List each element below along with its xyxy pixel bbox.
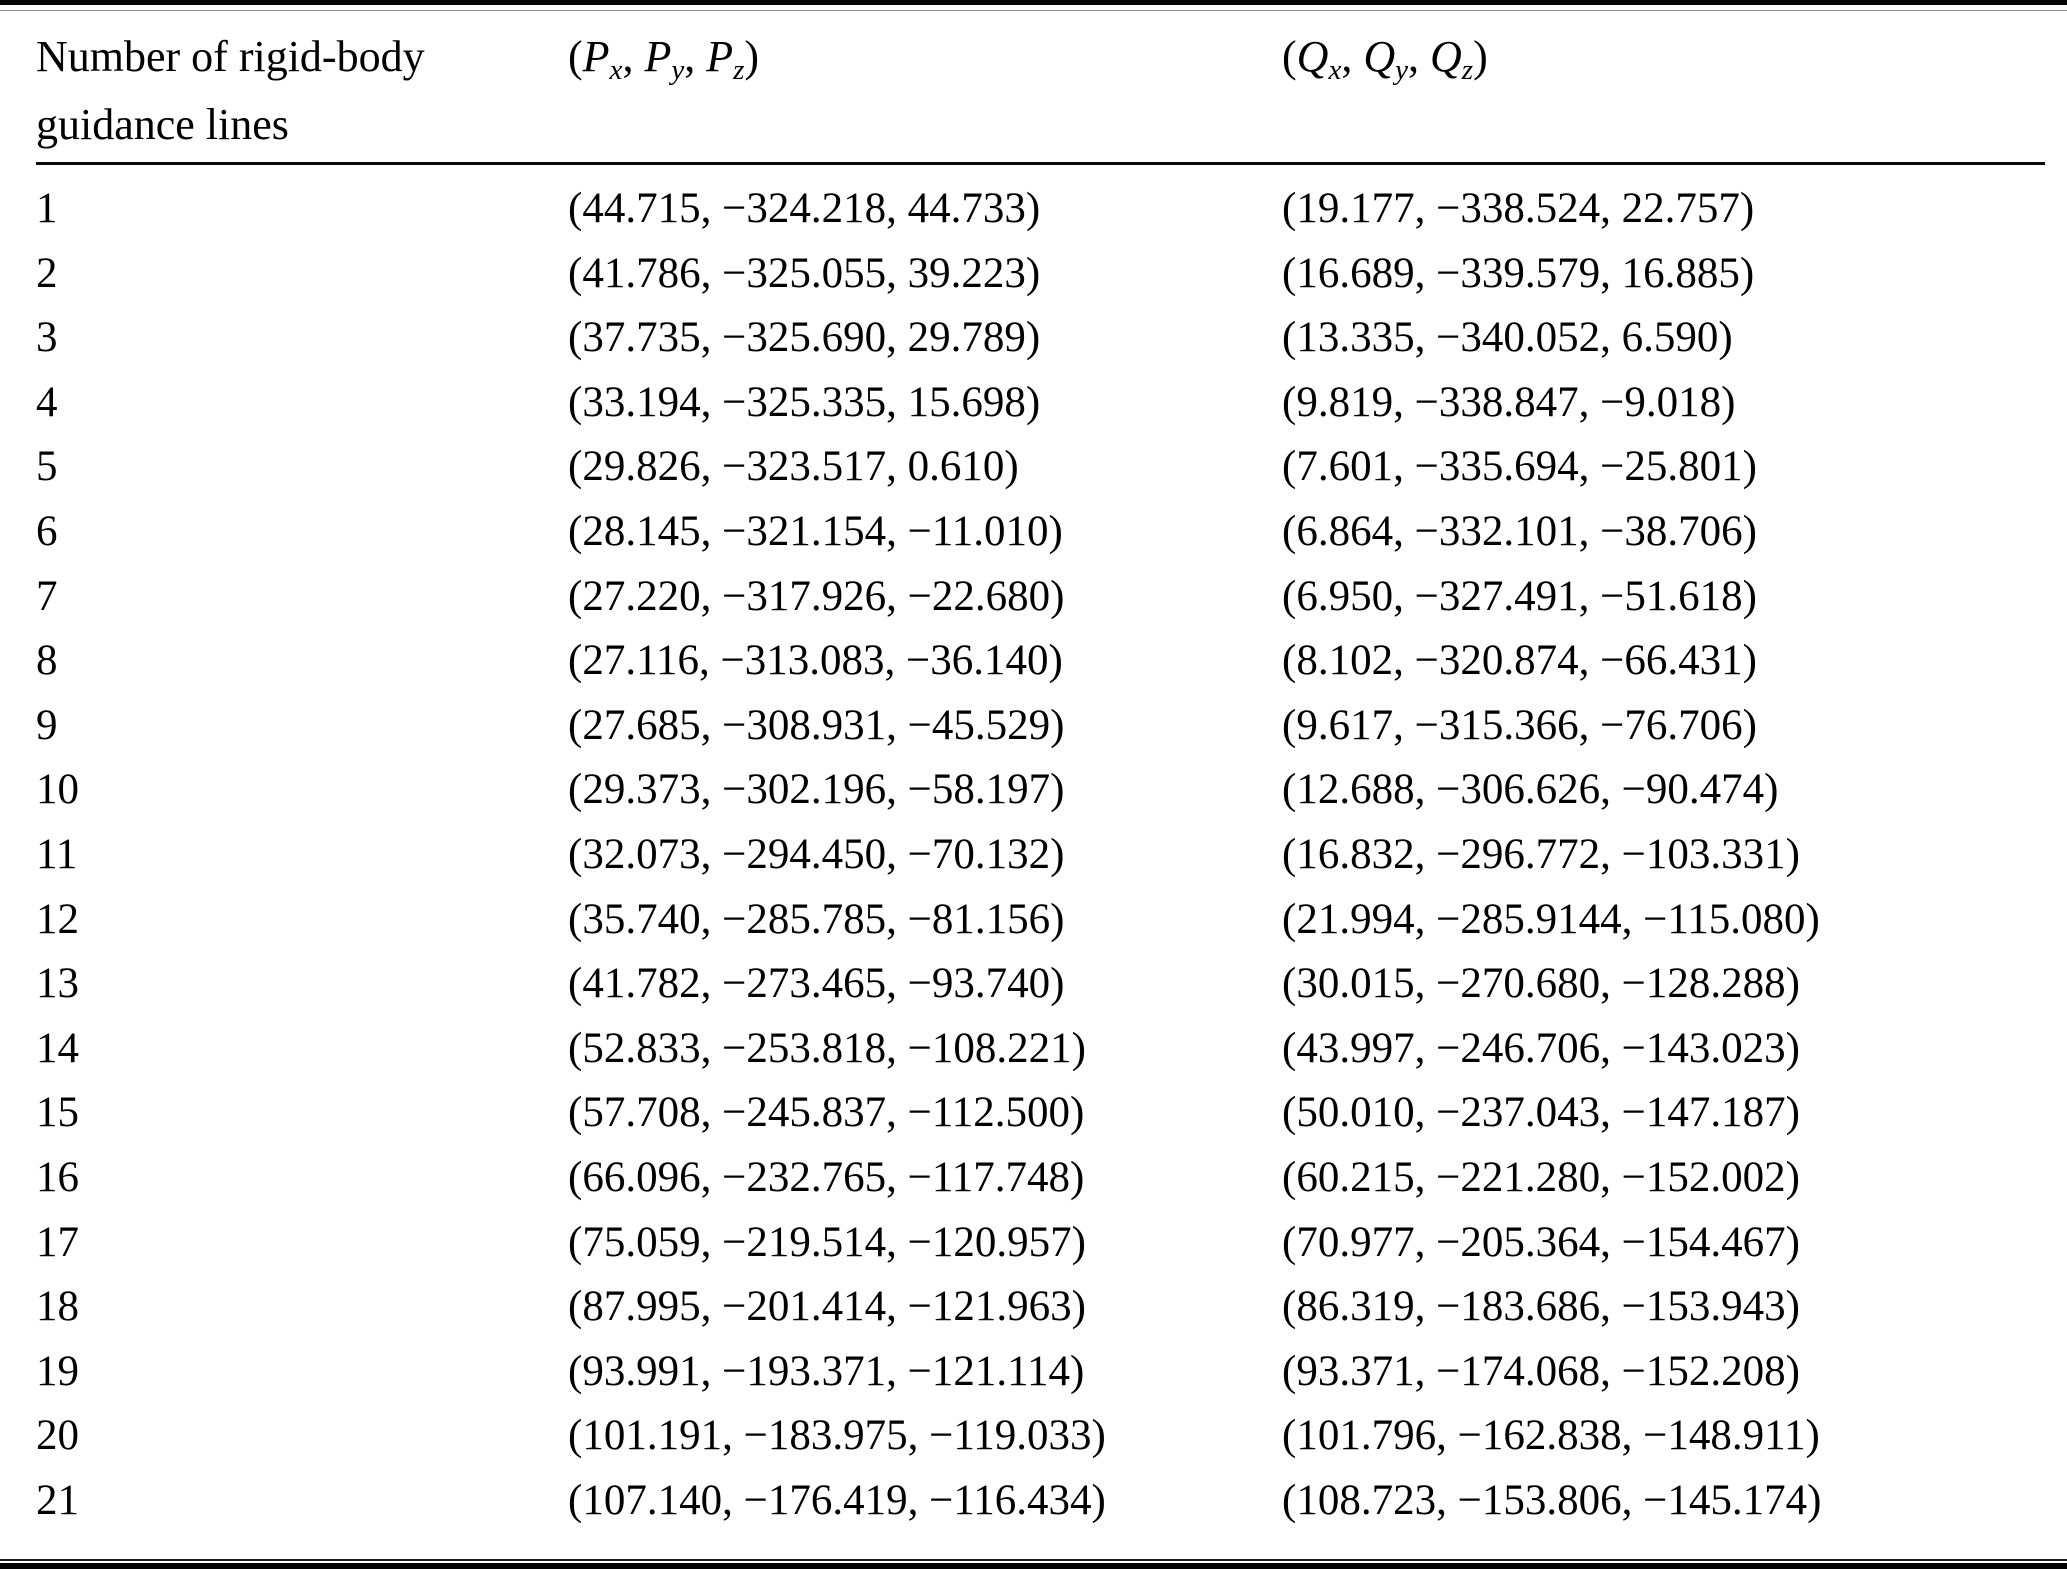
row-number-cell: 19 xyxy=(36,1347,79,1395)
p-coordinates-cell: (41.786, −325.055, 39.223) xyxy=(568,249,1041,297)
p-coordinates-cell: (27.220, −317.926, −22.680) xyxy=(568,572,1065,620)
q-coordinates-cell: (7.601, −335.694, −25.801) xyxy=(1282,443,1757,491)
row-number-cell: 13 xyxy=(36,960,79,1008)
table-row: 18 (87.995, −201.414, −121.963) (86.319, −… xyxy=(36,1275,2045,1340)
q-coordinates-cell: (19.177, −338.524, 22.757) xyxy=(1282,185,1755,232)
table-header: Number of rigid-body guidance lines (Px,… xyxy=(36,11,2045,165)
table-row: 2 (41.786, −325.055, 39.223) (16.689, −339… xyxy=(36,242,2045,307)
table-row: 20 (101.191, −183.975, −119.033) (101.796,… xyxy=(36,1404,2045,1469)
col-header-q-coordinates: (Qx, Qy, Qz) xyxy=(1282,11,2045,165)
table-row: 11 (32.073, −294.450, −70.132) (16.832, −2… xyxy=(36,823,2045,888)
p-coordinates-cell: (101.191, −183.975, −119.033) xyxy=(568,1412,1106,1460)
p-coordinates-cell: (37.735, −325.690, 29.789) xyxy=(568,314,1041,362)
table-row: 5 (29.826, −323.517, 0.610) (7.601, −335.6… xyxy=(36,435,2045,500)
p-coordinates-cell: (52.833, −253.818, −108.221) xyxy=(568,1024,1086,1072)
p-coordinates-cell: (41.782, −273.465, −93.740) xyxy=(568,960,1065,1008)
header-row: Number of rigid-body guidance lines (Px,… xyxy=(36,11,2045,165)
row-number-cell: 14 xyxy=(36,1024,79,1072)
q-coordinates-cell: (12.688, −306.626, −90.474) xyxy=(1282,766,1779,814)
q-coordinates-cell: (86.319, −183.686, −153.943) xyxy=(1282,1283,1800,1331)
col-header-guidance-lines-line2: guidance lines xyxy=(36,100,289,149)
row-number-cell: 9 xyxy=(36,701,58,749)
col-header-p-coordinates: (Px, Py, Pz) xyxy=(568,11,1282,165)
row-number-cell: 6 xyxy=(36,507,58,555)
p-coordinates-cell: (66.096, −232.765, −117.748) xyxy=(568,1153,1085,1201)
q-coordinates-cell: (16.832, −296.772, −103.331) xyxy=(1282,830,1800,878)
table-row: 14 (52.833, −253.818, −108.221) (43.997, −… xyxy=(36,1017,2045,1082)
row-number-cell: 20 xyxy=(36,1412,79,1460)
p-coordinates-cell: (33.194, −325.335, 15.698) xyxy=(568,378,1041,426)
table-row: 9 (27.685, −308.931, −45.529) (9.617, −315… xyxy=(36,694,2045,759)
row-number-cell: 12 xyxy=(36,895,79,943)
table-row: 4 (33.194, −325.335, 15.698) (9.819, −338.… xyxy=(36,371,2045,436)
p-coordinates-cell: (27.116, −313.083, −36.140) xyxy=(568,637,1063,685)
q-coordinates-cell: (16.689, −339.579, 16.885) xyxy=(1282,249,1755,297)
q-coordinates-cell: (101.796, −162.838, −148.911) xyxy=(1282,1412,1820,1460)
table-top-rule xyxy=(0,0,2067,5)
row-number-cell: 1 xyxy=(36,185,58,232)
p-coordinates-cell: (93.991, −193.371, −121.114) xyxy=(568,1347,1085,1395)
col-header-guidance-lines-line1: Number of rigid-body xyxy=(36,32,425,81)
table-row: 13 (41.782, −273.465, −93.740) (30.015, −2… xyxy=(36,952,2045,1017)
row-number-cell: 10 xyxy=(36,766,79,814)
p-coordinates-cell: (35.740, −285.785, −81.156) xyxy=(568,895,1065,943)
q-coordinates-cell: (9.819, −338.847, −9.018) xyxy=(1282,378,1736,426)
p-coordinates-cell: (32.073, −294.450, −70.132) xyxy=(568,830,1065,878)
table-row: 7 (27.220, −317.926, −22.680) (6.950, −327… xyxy=(36,565,2045,630)
table-row: 8 (27.116, −313.083, −36.140) (8.102, −320… xyxy=(36,629,2045,694)
row-number-cell: 3 xyxy=(36,314,58,362)
row-number-cell: 21 xyxy=(36,1476,79,1524)
table-content: Number of rigid-body guidance lines (Px,… xyxy=(0,11,2067,1533)
p-coordinates-cell: (75.059, −219.514, −120.957) xyxy=(568,1218,1086,1266)
q-coordinates-cell: (13.335, −340.052, 6.590) xyxy=(1282,314,1733,362)
q-coordinates-cell: (21.994, −285.9144, −115.080) xyxy=(1282,895,1820,943)
table-top-hairline xyxy=(0,10,2067,11)
q-coordinates-cell: (30.015, −270.680, −128.288) xyxy=(1282,960,1800,1008)
q-coordinates-cell: (43.997, −246.706, −143.023) xyxy=(1282,1024,1800,1072)
table-row: 17 (75.059, −219.514, −120.957) (70.977, −… xyxy=(36,1211,2045,1276)
q-coordinates-cell: (6.950, −327.491, −51.618) xyxy=(1282,572,1757,620)
table-row: 6 (28.145, −321.154, −11.010) (6.864, −332… xyxy=(36,500,2045,565)
table-row: 1 (44.715, −324.218, 44.733) (19.177, −338… xyxy=(36,164,2045,242)
p-coordinates-cell: (57.708, −245.837, −112.500) xyxy=(568,1089,1085,1137)
row-number-cell: 2 xyxy=(36,249,58,297)
p-coordinates-cell: (29.826, −323.517, 0.610) xyxy=(568,443,1019,491)
q-coordinates-cell: (9.617, −315.366, −76.706) xyxy=(1282,701,1757,749)
row-number-cell: 17 xyxy=(36,1218,79,1266)
p-coordinates-cell: (27.685, −308.931, −45.529) xyxy=(568,701,1065,749)
row-number-cell: 8 xyxy=(36,637,58,685)
q-coordinates-cell: (93.371, −174.068, −152.208) xyxy=(1282,1347,1800,1395)
table-row: 21 (107.140, −176.419, −116.434) (108.723,… xyxy=(36,1469,2045,1534)
table-bottom-rule xyxy=(0,1563,2067,1569)
row-number-cell: 16 xyxy=(36,1153,79,1201)
table-row: 15 (57.708, −245.837, −112.500) (50.010, −… xyxy=(36,1081,2045,1146)
table-body: 1 (44.715, −324.218, 44.733) (19.177, −338… xyxy=(36,164,2045,1534)
row-number-cell: 5 xyxy=(36,443,58,491)
p-coordinates-cell: (87.995, −201.414, −121.963) xyxy=(568,1283,1086,1331)
table-row: 19 (93.991, −193.371, −121.114) (93.371, −… xyxy=(36,1340,2045,1405)
table-row: 10 (29.373, −302.196, −58.197) (12.688, −3… xyxy=(36,758,2045,823)
row-number-cell: 7 xyxy=(36,572,58,620)
table-bottom-hairline xyxy=(0,1559,2067,1561)
col-header-guidance-lines: Number of rigid-body guidance lines xyxy=(36,11,568,165)
row-number-cell: 11 xyxy=(36,830,78,878)
q-coordinates-cell: (6.864, −332.101, −38.706) xyxy=(1282,507,1757,555)
q-coordinates-cell: (8.102, −320.874, −66.431) xyxy=(1282,637,1757,685)
p-coordinates-cell: (107.140, −176.419, −116.434) xyxy=(568,1476,1106,1524)
table-row: 16 (66.096, −232.765, −117.748) (60.215, −… xyxy=(36,1146,2045,1211)
row-number-cell: 4 xyxy=(36,378,58,426)
p-coordinates-cell: (28.145, −321.154, −11.010) xyxy=(568,507,1063,555)
row-number-cell: 18 xyxy=(36,1283,79,1331)
rigid-body-guidance-table: Number of rigid-body guidance lines (Px,… xyxy=(36,11,2045,1533)
q-coordinates-cell: (108.723, −153.806, −145.174) xyxy=(1282,1476,1822,1524)
row-number-cell: 15 xyxy=(36,1089,79,1137)
q-coordinates-cell: (50.010, −237.043, −147.187) xyxy=(1282,1089,1800,1137)
q-coordinates-cell: (70.977, −205.364, −154.467) xyxy=(1282,1218,1800,1266)
p-coordinates-cell: (29.373, −302.196, −58.197) xyxy=(568,766,1065,814)
table-row: 12 (35.740, −285.785, −81.156) (21.994, −2… xyxy=(36,888,2045,953)
p-coordinates-cell: (44.715, −324.218, 44.733) xyxy=(568,185,1041,232)
q-coordinates-cell: (60.215, −221.280, −152.002) xyxy=(1282,1153,1800,1201)
table-row: 3 (37.735, −325.690, 29.789) (13.335, −340… xyxy=(36,306,2045,371)
